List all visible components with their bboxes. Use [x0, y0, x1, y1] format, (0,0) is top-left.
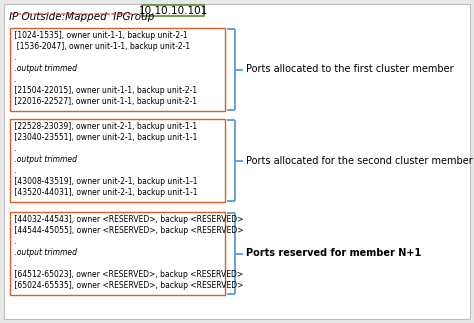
- Text: Ports allocated for the second cluster member: Ports allocated for the second cluster m…: [246, 155, 473, 165]
- Text: [22016-22527], owner unit-1-1, backup unit-2-1: [22016-22527], owner unit-1-1, backup un…: [12, 97, 197, 106]
- Text: [44032-44543], owner <RESERVED>, backup <RESERVED>: [44032-44543], owner <RESERVED>, backup …: [12, 215, 243, 224]
- Text: [22528-23039], owner unit-2-1, backup unit-1-1: [22528-23039], owner unit-2-1, backup un…: [12, 122, 197, 131]
- Text: 10.10.10.101: 10.10.10.101: [138, 5, 208, 16]
- Text: [23040-23551], owner unit-2-1, backup unit-1-1: [23040-23551], owner unit-2-1, backup un…: [12, 133, 197, 142]
- Text: .: .: [12, 166, 17, 175]
- Text: .output trimmed: .output trimmed: [12, 248, 77, 257]
- Text: [43520-44031], owner unit-2-1, backup unit-1-1: [43520-44031], owner unit-2-1, backup un…: [12, 188, 198, 197]
- FancyBboxPatch shape: [10, 28, 225, 111]
- FancyBboxPatch shape: [10, 212, 225, 295]
- Text: .: .: [12, 237, 17, 246]
- Text: [65024-65535], owner <RESERVED>, backup <RESERVED>: [65024-65535], owner <RESERVED>, backup …: [12, 281, 243, 290]
- Text: .: .: [12, 259, 17, 268]
- FancyBboxPatch shape: [142, 5, 204, 16]
- Text: Ports allocated to the first cluster member: Ports allocated to the first cluster mem…: [246, 65, 454, 75]
- Text: .output trimmed: .output trimmed: [12, 64, 77, 73]
- Text: [1536-2047], owner unit-1-1, backup unit-2-1: [1536-2047], owner unit-1-1, backup unit…: [12, 42, 190, 51]
- Text: [43008-43519], owner unit-2-1, backup unit-1-1: [43008-43519], owner unit-2-1, backup un…: [12, 177, 198, 186]
- Text: [64512-65023], owner <RESERVED>, backup <RESERVED>: [64512-65023], owner <RESERVED>, backup …: [12, 270, 243, 279]
- Text: .: .: [12, 75, 17, 84]
- Text: [1024-1535], owner unit-1-1, backup unit-2-1: [1024-1535], owner unit-1-1, backup unit…: [12, 31, 188, 40]
- Text: Ports reserved for member N+1: Ports reserved for member N+1: [246, 248, 421, 258]
- Text: .: .: [12, 53, 17, 62]
- FancyBboxPatch shape: [10, 119, 225, 202]
- Text: .: .: [12, 144, 17, 153]
- Text: [21504-22015], owner unit-1-1, backup unit-2-1: [21504-22015], owner unit-1-1, backup un…: [12, 86, 197, 95]
- Text: [44544-45055], owner <RESERVED>, backup <RESERVED>: [44544-45055], owner <RESERVED>, backup …: [12, 226, 244, 235]
- Text: IP Outside:Mapped  IPGroup: IP Outside:Mapped IPGroup: [9, 12, 155, 22]
- FancyBboxPatch shape: [4, 4, 470, 319]
- Text: .output trimmed: .output trimmed: [12, 155, 77, 164]
